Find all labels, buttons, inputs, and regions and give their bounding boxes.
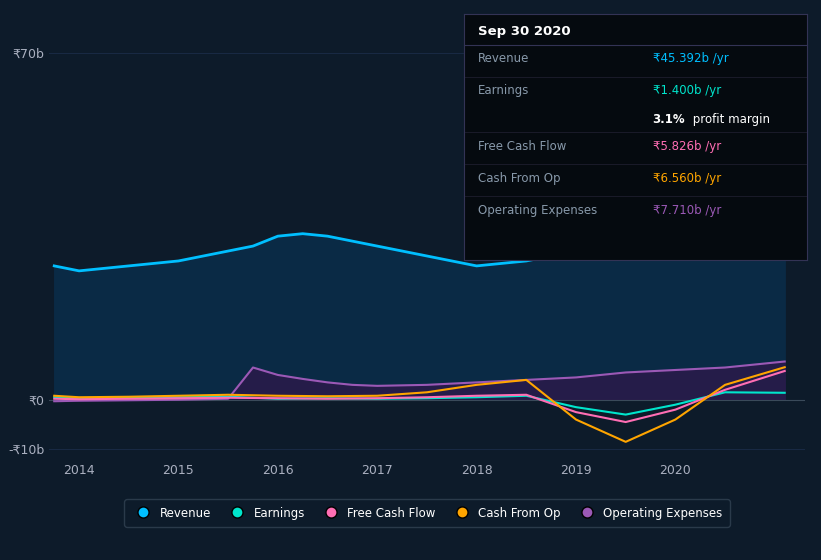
Text: Cash From Op: Cash From Op [478, 172, 560, 185]
Text: ₹6.560b /yr: ₹6.560b /yr [653, 172, 721, 185]
Legend: Revenue, Earnings, Free Cash Flow, Cash From Op, Operating Expenses: Revenue, Earnings, Free Cash Flow, Cash … [124, 500, 730, 526]
Text: Free Cash Flow: Free Cash Flow [478, 139, 566, 153]
Text: 3.1%: 3.1% [653, 113, 686, 125]
Text: ₹45.392b /yr: ₹45.392b /yr [653, 52, 728, 65]
Text: Earnings: Earnings [478, 84, 529, 97]
Text: Revenue: Revenue [478, 52, 529, 65]
Text: ₹1.400b /yr: ₹1.400b /yr [653, 84, 721, 97]
Text: Sep 30 2020: Sep 30 2020 [478, 25, 571, 38]
Text: profit margin: profit margin [689, 113, 769, 125]
Text: Operating Expenses: Operating Expenses [478, 204, 597, 217]
Text: ₹7.710b /yr: ₹7.710b /yr [653, 204, 721, 217]
Text: ₹5.826b /yr: ₹5.826b /yr [653, 139, 721, 153]
